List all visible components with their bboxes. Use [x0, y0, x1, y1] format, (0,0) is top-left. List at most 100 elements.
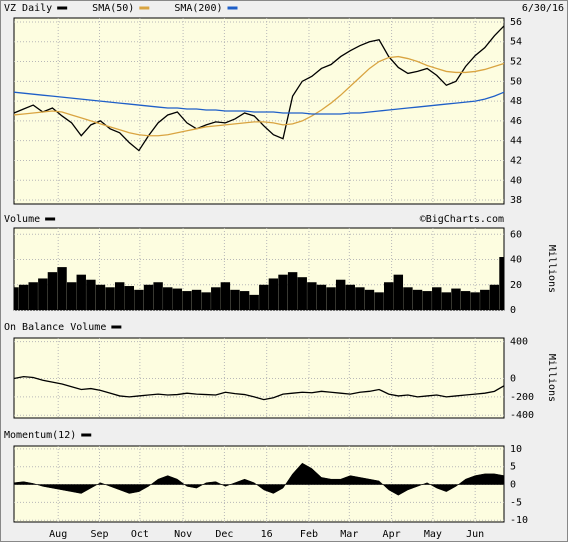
bar [326, 287, 336, 310]
bar [480, 289, 490, 310]
y-tick-label: 60 [510, 229, 522, 240]
bar [28, 282, 38, 310]
bar [412, 289, 423, 310]
bar [105, 287, 115, 310]
bar [249, 294, 259, 310]
x-tick-label: May [424, 529, 442, 540]
legend-label: Volume [4, 214, 40, 225]
y-tick-label: 50 [510, 76, 522, 87]
y-tick-label: 38 [510, 195, 522, 206]
bar [297, 277, 307, 310]
y-tick-label: 54 [510, 37, 522, 48]
bar [47, 272, 58, 310]
y-tick-label: 48 [510, 96, 522, 107]
series-line [13, 55, 505, 137]
bar [345, 284, 355, 310]
bar [239, 291, 250, 310]
date-label: 6/30/16 [522, 3, 564, 14]
y-tick-label: 40 [510, 175, 522, 186]
x-tick-label: Jun [466, 529, 484, 540]
bar [76, 274, 86, 310]
y-tick-label: 44 [510, 136, 522, 147]
bar [316, 284, 327, 310]
y-tick-label: 0 [510, 305, 516, 316]
bar [191, 289, 202, 310]
annotation: ©BigCharts.com [420, 214, 504, 225]
plot-area [13, 337, 505, 419]
bar [153, 282, 163, 310]
x-tick-label: Apr [383, 529, 401, 540]
bar [143, 284, 154, 310]
bar [432, 287, 442, 310]
bar [364, 289, 375, 310]
bar [499, 257, 504, 310]
y-tick-label: 0 [510, 373, 516, 384]
bar [163, 287, 173, 310]
x-tick-label: Mar [340, 529, 358, 540]
x-tick-label: Dec [215, 529, 233, 540]
bar [95, 284, 106, 310]
bar [66, 282, 77, 310]
x-tick-label: Oct [131, 529, 149, 540]
bar [470, 292, 480, 310]
bar [393, 274, 404, 310]
bar [489, 284, 500, 310]
legend-label: SMA(50) [92, 3, 134, 14]
bar [460, 291, 471, 310]
bar [172, 288, 183, 310]
bar [441, 292, 452, 310]
bar [86, 279, 96, 310]
series-line [13, 91, 505, 115]
series-area [13, 462, 505, 496]
bar [259, 284, 269, 310]
y-tick-label: 42 [510, 155, 522, 166]
legend-label: SMA(200) [174, 3, 222, 14]
bar [287, 272, 298, 310]
bar [335, 279, 346, 310]
y-tick-label: 20 [510, 280, 522, 291]
bar [14, 287, 19, 310]
legend-label: Momentum(12) [4, 430, 76, 441]
y-tick-label: 400 [510, 337, 528, 348]
plot-area [13, 445, 505, 523]
legend-label: VZ Daily [4, 3, 52, 14]
y-tick-label: 46 [510, 116, 522, 127]
bar [134, 289, 144, 310]
y-tick-label: 40 [510, 255, 522, 266]
y-tick-label: 56 [510, 17, 522, 28]
x-tick-label: Aug [49, 529, 67, 540]
bar [230, 289, 240, 310]
series-line [13, 375, 505, 401]
y-tick-label: 0 [510, 480, 516, 491]
bar [211, 287, 221, 310]
bar [451, 288, 461, 310]
bar [374, 292, 384, 310]
bar [114, 282, 125, 310]
bar [278, 274, 288, 310]
y-tick-label: 52 [510, 57, 522, 68]
x-tick-label: Nov [174, 529, 192, 540]
x-tick-label: 16 [261, 529, 273, 540]
y-tick-label: -10 [510, 515, 528, 526]
y-tick-label: -5 [510, 497, 522, 508]
legend-label: On Balance Volume [4, 322, 106, 333]
bar [220, 282, 231, 310]
y-tick-label: 10 [510, 444, 522, 455]
bar [57, 267, 67, 310]
bar [307, 282, 317, 310]
y-axis-label: Millions [546, 245, 557, 293]
plot-area [13, 227, 505, 311]
bar [422, 291, 432, 310]
y-tick-label: -200 [510, 392, 534, 403]
bar [403, 287, 413, 310]
y-axis-label: Millions [546, 354, 557, 402]
bar [383, 282, 394, 310]
x-tick-label: Sep [90, 529, 108, 540]
bar [18, 284, 29, 310]
bar [38, 278, 48, 310]
bar [182, 291, 192, 310]
bar [355, 287, 365, 310]
y-tick-label: 5 [510, 462, 516, 473]
plot-area [13, 17, 505, 205]
